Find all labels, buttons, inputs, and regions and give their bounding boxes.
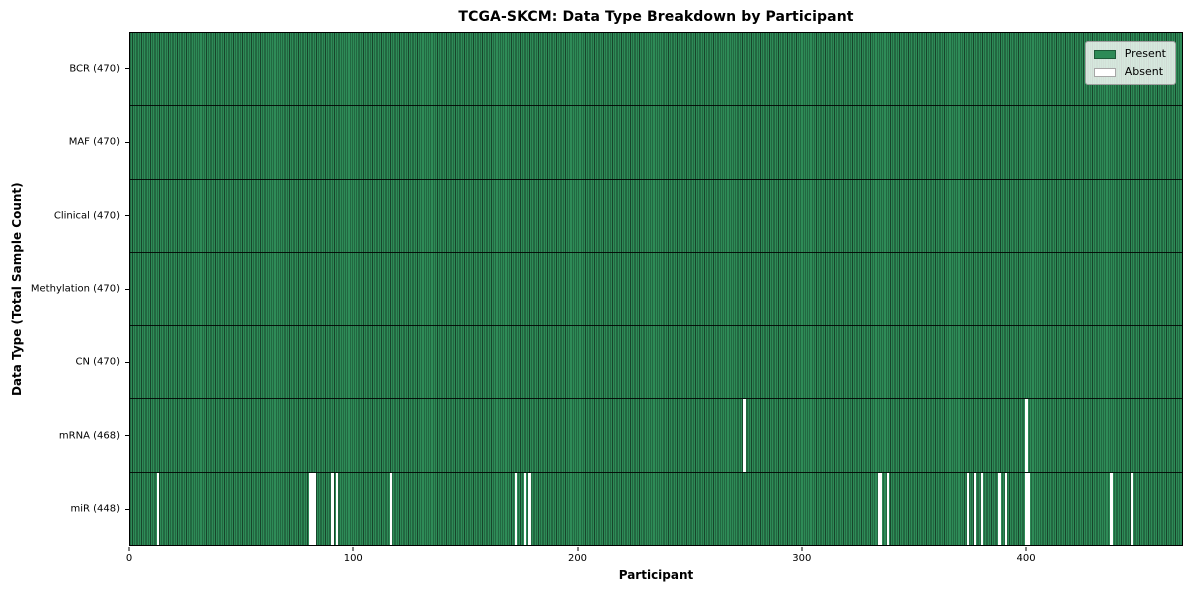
legend: Present Absent	[1084, 41, 1176, 85]
heatmap-row-bcr	[130, 33, 1182, 107]
x-tick-label: 200	[567, 553, 588, 564]
heatmap-row-mir	[130, 472, 1182, 545]
absent-marker	[156, 472, 160, 545]
y-tick-mark	[125, 508, 129, 510]
legend-item-absent: Absent	[1093, 65, 1166, 78]
absent-marker	[877, 472, 880, 545]
absent-marker	[311, 472, 314, 545]
absent-marker	[980, 472, 983, 545]
absent-marker	[967, 472, 970, 545]
x-axis: 0 100 200 300 400	[125, 546, 1183, 572]
absent-marker	[1130, 472, 1133, 545]
y-tick-mark	[125, 215, 129, 217]
y-axis: BCR (470) MAF (470) Clinical (470) Methylat…	[0, 32, 129, 546]
y-tick-mark	[125, 361, 129, 363]
y-tick-label: BCR (470)	[69, 63, 120, 75]
x-tick-mark	[1025, 547, 1027, 551]
legend-label-present: Present	[1124, 47, 1166, 60]
heatmap-row-clinical	[130, 180, 1182, 253]
heatmap-row-cn	[130, 326, 1182, 400]
chart-title: TCGA-SKCM: Data Type Breakdown by Partic…	[458, 9, 854, 25]
absent-marker	[973, 472, 977, 545]
heatmap-row-maf	[130, 106, 1182, 180]
absent-marker	[389, 472, 392, 545]
x-tick-mark	[128, 547, 130, 551]
absent-marker	[523, 472, 527, 545]
absent-marker	[743, 399, 746, 472]
heatmap-row-methylation	[130, 253, 1182, 327]
absent-marker	[514, 472, 518, 545]
x-tick-mark	[801, 547, 803, 551]
absent-marker	[1110, 472, 1113, 545]
y-tick-mark	[125, 141, 129, 143]
x-tick-label: 0	[125, 553, 133, 564]
y-tick-mark	[125, 68, 129, 70]
absent-marker	[1025, 399, 1028, 472]
x-tick-mark	[577, 547, 578, 551]
absent-marker	[309, 472, 312, 545]
plot-rows	[130, 33, 1182, 545]
y-tick-mark	[125, 435, 129, 437]
x-axis-title: Participant	[618, 568, 694, 582]
heatmap-row-mrna	[130, 399, 1182, 473]
absent-marker	[331, 472, 334, 545]
x-tick-label: 400	[1016, 553, 1036, 564]
y-tick-label: MAF (470)	[68, 136, 120, 148]
absent-marker	[998, 472, 1001, 545]
x-tick-label: 100	[343, 553, 363, 564]
x-tick-mark	[352, 547, 354, 551]
y-tick-label: Methylation (470)	[30, 283, 120, 295]
legend-item-present: Present	[1093, 47, 1166, 60]
y-tick-label: CN (470)	[75, 356, 120, 368]
absent-marker	[313, 472, 316, 545]
y-tick-label: miR (448)	[70, 503, 120, 515]
y-tick-mark	[125, 288, 129, 290]
absent-marker	[1027, 472, 1030, 545]
present-swatch	[1093, 49, 1116, 59]
y-tick-label: mRNA (468)	[58, 430, 120, 442]
absent-marker	[1005, 472, 1008, 545]
absent-marker	[886, 472, 889, 545]
absent-marker	[335, 472, 339, 545]
x-tick-label: 300	[792, 553, 812, 564]
legend-label-absent: Absent	[1124, 65, 1164, 78]
plot-area: Present Absent	[129, 32, 1183, 546]
absent-marker	[528, 472, 531, 545]
y-tick-label: Clinical (470)	[53, 210, 120, 222]
absent-marker	[1025, 472, 1028, 545]
absent-swatch	[1093, 67, 1116, 77]
absent-marker	[879, 472, 883, 545]
